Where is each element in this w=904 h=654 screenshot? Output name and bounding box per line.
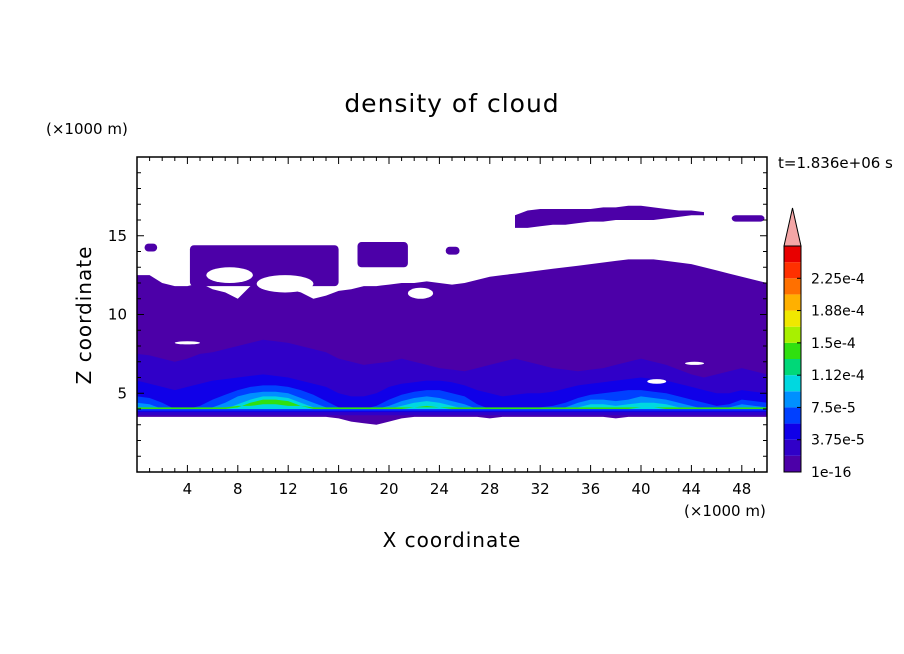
colorbar-swatch [784, 455, 801, 472]
y-tick-label: 10 [108, 306, 127, 324]
x-tick-label: 8 [233, 480, 243, 498]
x-axis-unit: (×1000 m) [684, 502, 766, 520]
colorbar-swatch [784, 407, 801, 424]
chart-title: density of cloud [344, 89, 559, 118]
colorbar-swatch [784, 326, 801, 343]
colorbar-swatch [784, 294, 801, 311]
cloud-patch-0 [144, 243, 158, 252]
upper-cloud-band [515, 205, 704, 228]
colorbar-swatch [784, 310, 801, 327]
colorbar-swatch [784, 375, 801, 392]
x-tick-label: 24 [430, 480, 449, 498]
density-region-6 [137, 399, 767, 409]
clear-gap-0 [256, 275, 314, 293]
x-tick-label: 20 [379, 480, 398, 498]
y-axis-label: Z coordinate [72, 246, 96, 385]
x-tick-label: 36 [581, 480, 600, 498]
colorbar-swatch [784, 278, 801, 295]
colorbar-tick-label: 1.88e-4 [811, 304, 865, 320]
colorbar-swatch [784, 439, 801, 456]
x-tick-label: 12 [279, 480, 298, 498]
y-tick-label: 5 [117, 384, 127, 402]
x-axis-ticks: 4 8 12 16 20 24 28 32 36 40 44 48 [149, 157, 755, 498]
colorbar-tick-label: 1.5e-4 [811, 336, 856, 352]
cloud-patch-2 [357, 242, 408, 268]
colorbar-swatch [784, 391, 801, 408]
x-tick-label: 28 [480, 480, 499, 498]
colorbar-tick-label: 7.5e-5 [811, 400, 856, 416]
x-tick-label: 4 [183, 480, 193, 498]
x-tick-label: 48 [732, 480, 751, 498]
colorbar-extend-arrow [783, 207, 802, 247]
clear-gap-3 [174, 341, 200, 345]
colorbar-swatch [784, 246, 801, 263]
colorbar-frame [783, 245, 802, 473]
time-label: t=1.836e+06 s [778, 154, 893, 172]
cloud-density-field [137, 205, 767, 425]
colorbar-swatch [784, 359, 801, 376]
x-tick-label: 32 [531, 480, 550, 498]
x-tick-label: 40 [631, 480, 650, 498]
x-tick-label: 44 [682, 480, 701, 498]
y-axis-ticks: 5 10 15 [108, 172, 767, 457]
colorbar-swatch [784, 423, 801, 440]
colorbar-tick-label: 2.25e-4 [811, 271, 865, 287]
cloud-patch-4 [731, 215, 765, 222]
clear-gap-2 [407, 287, 434, 299]
x-axis-label: X coordinate [383, 528, 522, 552]
colorbar-tick-label: 1e-16 [811, 465, 851, 481]
colorbar-swatch [784, 262, 801, 279]
colorbar: 1e-16 3.75e-5 7.5e-5 1.12e-4 1.5e-4 1.88e-4 2.… [783, 207, 865, 481]
x-tick-label: 16 [329, 480, 348, 498]
clear-gap-1 [206, 267, 253, 283]
y-tick-label: 15 [108, 227, 127, 245]
colorbar-swatch [784, 342, 801, 359]
cloud-patch-3 [445, 246, 460, 255]
clear-gap-5 [647, 379, 667, 384]
y-axis-unit: (×1000 m) [46, 120, 128, 138]
colorbar-tick-label: 3.75e-5 [811, 433, 865, 449]
colorbar-tick-label: 1.12e-4 [811, 368, 865, 384]
clear-gap-4 [685, 361, 704, 365]
